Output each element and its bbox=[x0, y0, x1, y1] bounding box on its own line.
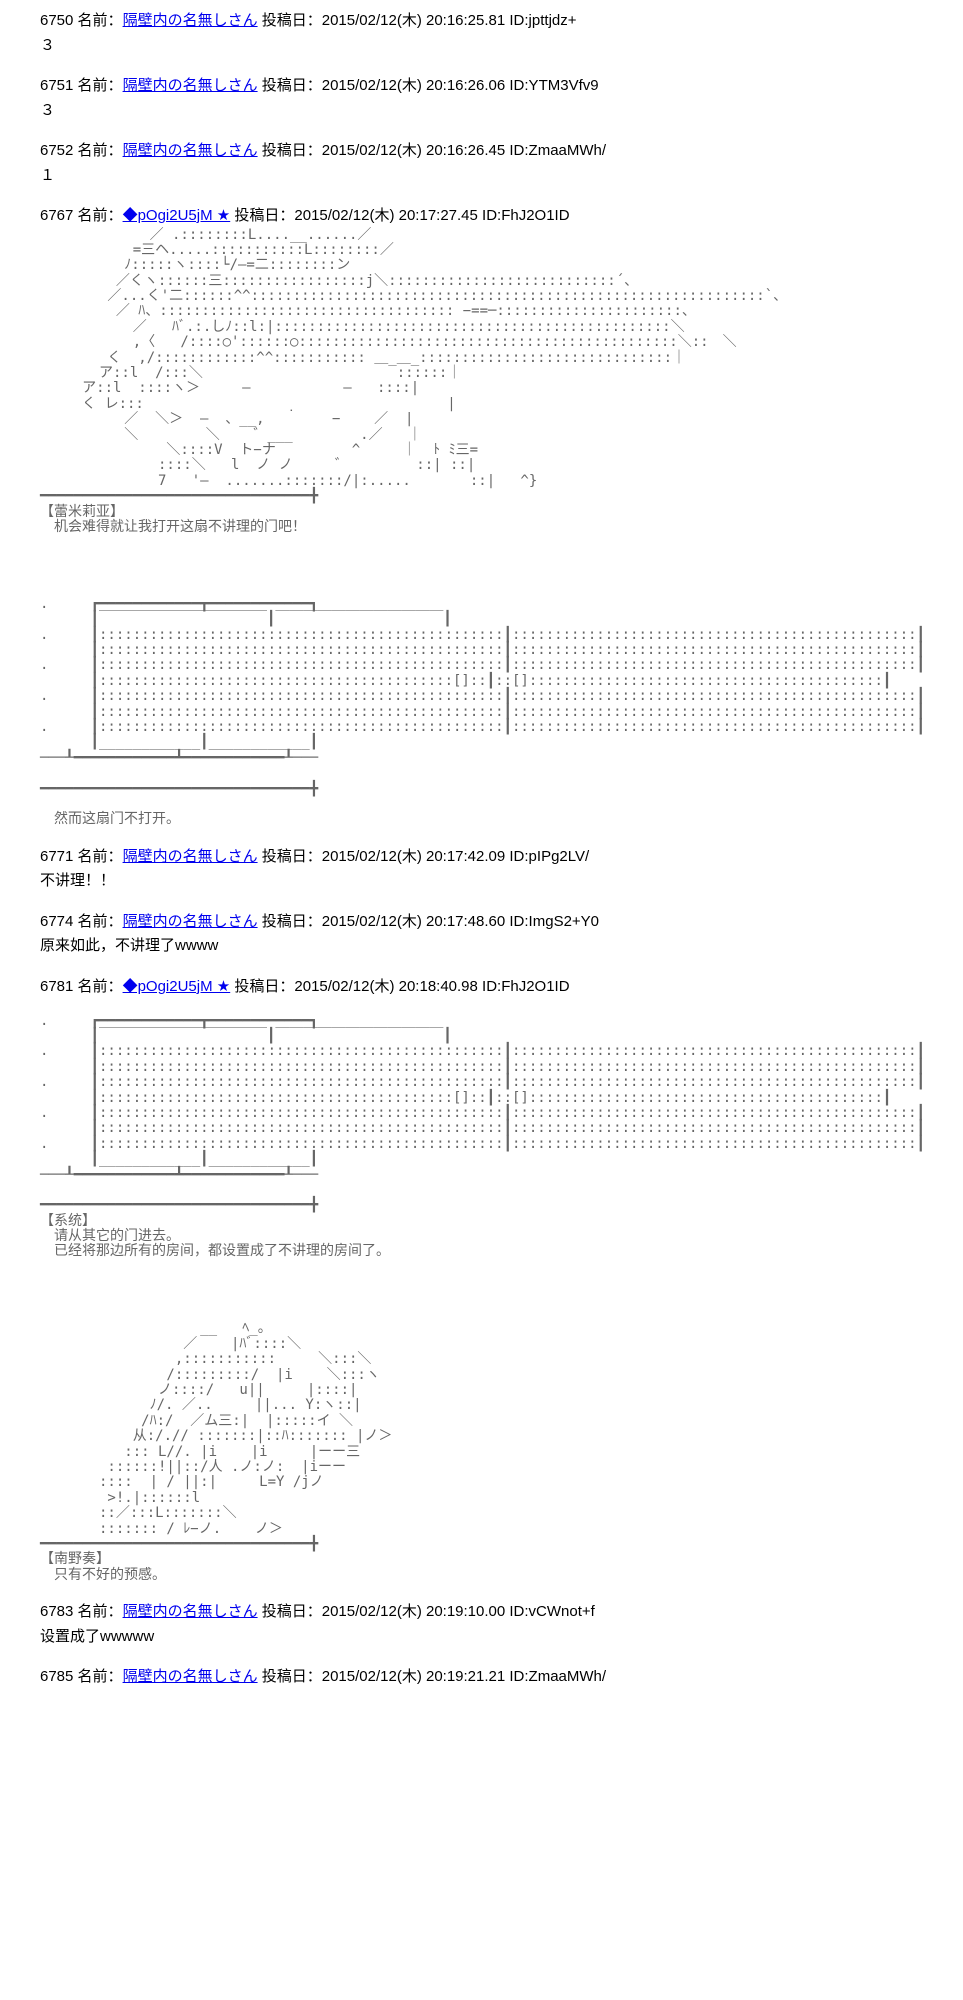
post-date: 2015/02/12(木) 20:17:48.60 bbox=[322, 913, 510, 930]
name-label: 名前： bbox=[78, 1603, 123, 1620]
name-label: 名前： bbox=[78, 848, 123, 865]
post-date: 2015/02/12(木) 20:16:26.45 bbox=[322, 142, 510, 159]
poster-name[interactable]: 隔壁内の名無しさん bbox=[123, 12, 258, 29]
post-id: ID:FhJ2O1ID bbox=[482, 978, 570, 995]
date-label: 投稿日： bbox=[258, 848, 322, 865]
post: 6767 名前：◆pOgi2U5jM ★ 投稿日：2015/02/12(木) 2… bbox=[40, 205, 923, 828]
poster-name[interactable]: 隔壁内の名無しさん bbox=[123, 77, 258, 94]
name-label: 名前： bbox=[78, 77, 123, 94]
post-date: 2015/02/12(木) 20:17:27.45 bbox=[294, 207, 482, 224]
post: 6771 名前：隔壁内の名無しさん 投稿日：2015/02/12(木) 20:1… bbox=[40, 846, 923, 893]
name-label: 名前： bbox=[78, 12, 123, 29]
post-text: ３ bbox=[40, 100, 923, 123]
post-date: 2015/02/12(木) 20:17:42.09 bbox=[322, 848, 510, 865]
post-text: ３ bbox=[40, 35, 923, 58]
post-number: 6771 bbox=[40, 848, 78, 865]
poster-name[interactable]: 隔壁内の名無しさん bbox=[123, 1668, 258, 1685]
post: 6752 名前：隔壁内の名無しさん 投稿日：2015/02/12(木) 20:1… bbox=[40, 140, 923, 187]
post-number: 6774 bbox=[40, 913, 78, 930]
post: 6781 名前：◆pOgi2U5jM ★ 投稿日：2015/02/12(木) 2… bbox=[40, 976, 923, 1583]
post-header: 6771 名前：隔壁内の名無しさん 投稿日：2015/02/12(木) 20:1… bbox=[40, 846, 923, 869]
post: 6774 名前：隔壁内の名無しさん 投稿日：2015/02/12(木) 20:1… bbox=[40, 911, 923, 958]
post-number: 6767 bbox=[40, 207, 78, 224]
post: 6751 名前：隔壁内の名無しさん 投稿日：2015/02/12(木) 20:1… bbox=[40, 75, 923, 122]
date-label: 投稿日： bbox=[230, 978, 294, 995]
post-header: 6774 名前：隔壁内の名無しさん 投稿日：2015/02/12(木) 20:1… bbox=[40, 911, 923, 934]
post-number: 6752 bbox=[40, 142, 78, 159]
poster-name[interactable]: 隔壁内の名無しさん bbox=[123, 848, 258, 865]
post-date: 2015/02/12(木) 20:19:10.00 bbox=[322, 1603, 510, 1620]
post-header: 6767 名前：◆pOgi2U5jM ★ 投稿日：2015/02/12(木) 2… bbox=[40, 205, 923, 228]
post-text: 不讲理！！ bbox=[40, 870, 923, 893]
post-text: １ bbox=[40, 165, 923, 188]
post-text: 原来如此，不讲理了wwww bbox=[40, 935, 923, 958]
post-number: 6785 bbox=[40, 1668, 78, 1685]
poster-name[interactable]: ◆pOgi2U5jM ★ bbox=[123, 207, 231, 224]
name-label: 名前： bbox=[78, 1668, 123, 1685]
post: 6783 名前：隔壁内の名無しさん 投稿日：2015/02/12(木) 20:1… bbox=[40, 1601, 923, 1648]
post-id: ID:pIPg2LV/ bbox=[509, 848, 589, 865]
date-label: 投稿日： bbox=[258, 913, 322, 930]
name-label: 名前： bbox=[78, 207, 123, 224]
post-id: ID:ImgS2+Y0 bbox=[509, 913, 599, 930]
post-header: 6752 名前：隔壁内の名無しさん 投稿日：2015/02/12(木) 20:1… bbox=[40, 140, 923, 163]
post-date: 2015/02/12(木) 20:16:26.06 bbox=[322, 77, 510, 94]
date-label: 投稿日： bbox=[258, 12, 322, 29]
post-header: 6783 名前：隔壁内の名無しさん 投稿日：2015/02/12(木) 20:1… bbox=[40, 1601, 923, 1624]
name-label: 名前： bbox=[78, 913, 123, 930]
poster-name[interactable]: 隔壁内の名無しさん bbox=[123, 142, 258, 159]
name-label: 名前： bbox=[78, 978, 123, 995]
date-label: 投稿日： bbox=[258, 77, 322, 94]
post-number: 6783 bbox=[40, 1603, 78, 1620]
post-date: 2015/02/12(木) 20:19:21.21 bbox=[322, 1668, 510, 1685]
poster-name[interactable]: 隔壁内の名無しさん bbox=[123, 913, 258, 930]
post-header: 6751 名前：隔壁内の名無しさん 投稿日：2015/02/12(木) 20:1… bbox=[40, 75, 923, 98]
post-header: 6750 名前：隔壁内の名無しさん 投稿日：2015/02/12(木) 20:1… bbox=[40, 10, 923, 33]
post: 6750 名前：隔壁内の名無しさん 投稿日：2015/02/12(木) 20:1… bbox=[40, 10, 923, 57]
date-label: 投稿日： bbox=[258, 142, 322, 159]
post-id: ID:vCWnot+f bbox=[509, 1603, 594, 1620]
poster-name[interactable]: 隔壁内の名無しさん bbox=[123, 1603, 258, 1620]
date-label: 投稿日： bbox=[258, 1603, 322, 1620]
post-id: ID:ZmaaMWh/ bbox=[509, 142, 606, 159]
posts-container: 6750 名前：隔壁内の名無しさん 投稿日：2015/02/12(木) 20:1… bbox=[40, 10, 923, 1689]
date-label: 投稿日： bbox=[230, 207, 294, 224]
date-label: 投稿日： bbox=[258, 1668, 322, 1685]
post-text: 设置成了wwwww bbox=[40, 1626, 923, 1649]
ascii-art-body: ／ .::::::::L....__......／ =三ヘ.....::::::… bbox=[40, 228, 923, 828]
post-id: ID:jpttjdz+ bbox=[509, 12, 576, 29]
post-number: 6750 bbox=[40, 12, 78, 29]
post-id: ID:YTM3Vfv9 bbox=[509, 77, 598, 94]
post-header: 6781 名前：◆pOgi2U5jM ★ 投稿日：2015/02/12(木) 2… bbox=[40, 976, 923, 999]
post-number: 6751 bbox=[40, 77, 78, 94]
post-id: ID:FhJ2O1ID bbox=[482, 207, 570, 224]
ascii-art-body: . ┏━━━━━━━━━━━━┳━━━━━━━━━━━━┓ ┃￣￣￣￣￣￣￣￣￣… bbox=[40, 998, 923, 1583]
poster-name[interactable]: ◆pOgi2U5jM ★ bbox=[123, 978, 231, 995]
post-number: 6781 bbox=[40, 978, 78, 995]
post-date: 2015/02/12(木) 20:16:25.81 bbox=[322, 12, 510, 29]
post-date: 2015/02/12(木) 20:18:40.98 bbox=[294, 978, 482, 995]
post-header: 6785 名前：隔壁内の名無しさん 投稿日：2015/02/12(木) 20:1… bbox=[40, 1666, 923, 1689]
name-label: 名前： bbox=[78, 142, 123, 159]
post-id: ID:ZmaaMWh/ bbox=[509, 1668, 606, 1685]
post: 6785 名前：隔壁内の名無しさん 投稿日：2015/02/12(木) 20:1… bbox=[40, 1666, 923, 1689]
